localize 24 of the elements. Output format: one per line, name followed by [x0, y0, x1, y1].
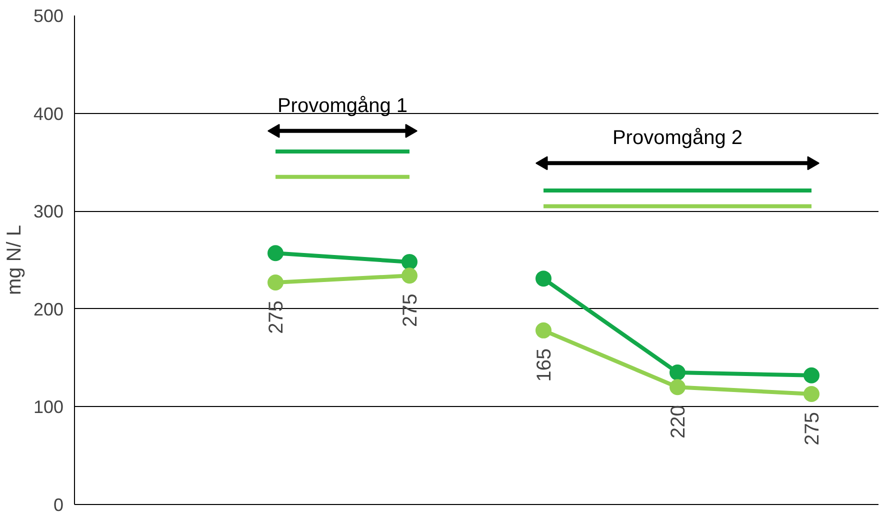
x-tick-label: 275: [266, 300, 288, 334]
point: [670, 364, 686, 380]
point: [268, 274, 284, 290]
x-tick-label: 275: [400, 294, 422, 328]
point: [402, 268, 418, 284]
x-tick-label: 165: [534, 348, 556, 382]
y-axis-title: mg N/ L: [3, 224, 26, 296]
series-label: Provomgång 2: [612, 127, 743, 150]
x-tick-label: 220: [668, 405, 690, 439]
x-tick-label: 275: [802, 412, 824, 446]
series-label: Provomgång 1: [277, 94, 408, 117]
y-tick-label: 300: [33, 202, 64, 222]
point: [402, 254, 418, 270]
point: [536, 322, 552, 338]
point: [536, 270, 552, 287]
point: [670, 379, 686, 396]
y-tick-label: 200: [33, 299, 64, 320]
y-tick-label: 100: [33, 397, 64, 418]
point: [804, 367, 820, 384]
y-tick-label: 0: [53, 495, 64, 515]
y-tick-label: 400: [33, 104, 64, 124]
point: [804, 386, 820, 402]
point: [268, 245, 284, 262]
y-tick-label: 500: [33, 6, 64, 26]
